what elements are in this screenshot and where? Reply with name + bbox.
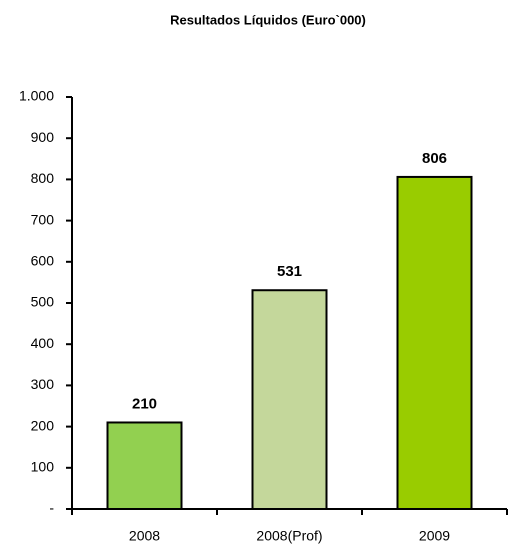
y-tick-label: 100 <box>31 459 55 475</box>
y-tick-label: 1.000 <box>19 88 54 104</box>
x-tick-label: 2008 <box>129 528 160 544</box>
value-label: 531 <box>277 263 302 280</box>
bar <box>106 421 183 511</box>
y-tick-label: 600 <box>31 253 55 269</box>
x-tick-label: 2008(Prof) <box>256 528 322 544</box>
x-tick-label: 2009 <box>419 528 450 544</box>
y-tick-label: 800 <box>31 170 55 186</box>
bar <box>396 175 473 510</box>
y-tick-label: 400 <box>31 335 55 351</box>
y-tick-label: - <box>49 500 54 516</box>
bar <box>251 289 328 510</box>
chart-title: Resultados Líquidos (Euro`000) <box>170 12 366 27</box>
y-tick-label: 300 <box>31 376 55 392</box>
y-tick-label: 700 <box>31 211 55 227</box>
value-label: 806 <box>422 150 447 167</box>
y-tick-label: 500 <box>31 294 55 310</box>
value-label: 210 <box>132 395 157 412</box>
y-tick-label: 900 <box>31 129 55 145</box>
y-tick-label: 200 <box>31 417 55 433</box>
